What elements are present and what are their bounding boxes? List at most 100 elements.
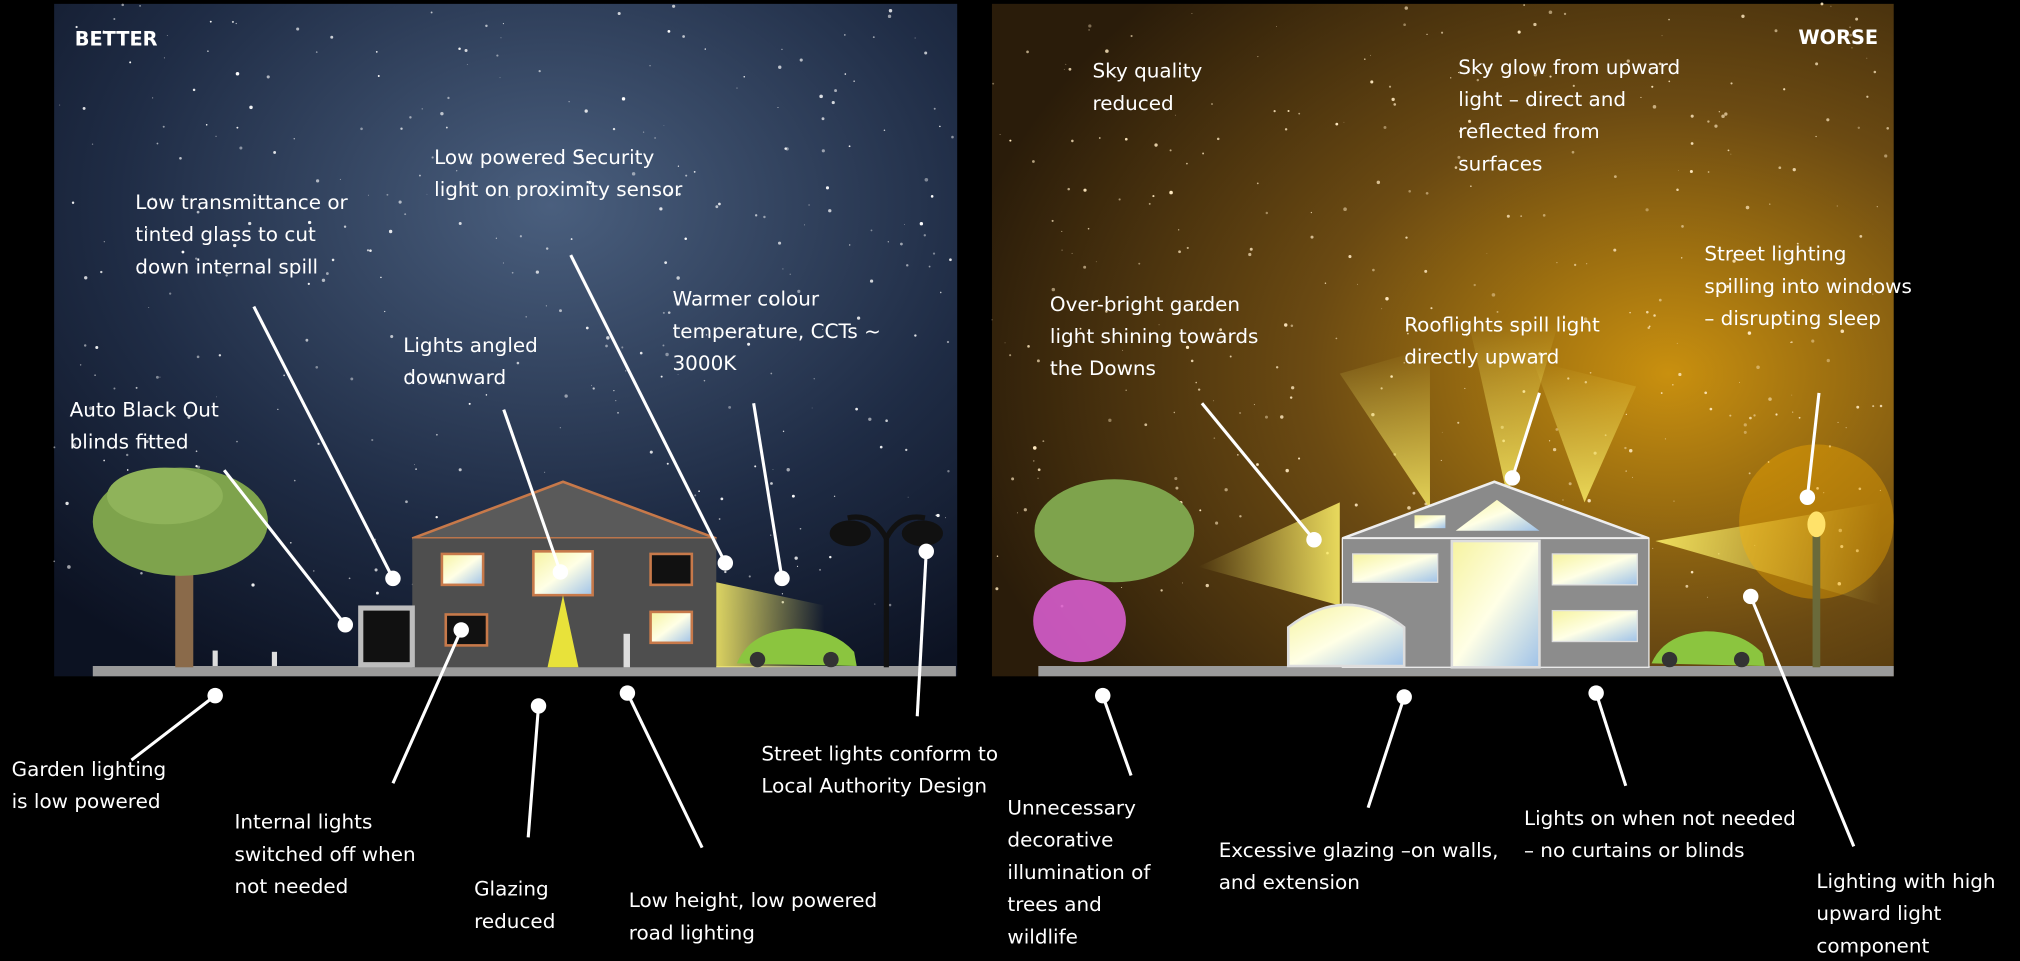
star — [1858, 487, 1862, 491]
star — [1690, 570, 1694, 574]
star — [145, 228, 148, 231]
star — [89, 406, 93, 411]
star — [995, 587, 999, 591]
star — [1441, 431, 1443, 433]
annotation-text: Low height, low powered — [629, 888, 878, 912]
star — [1830, 5, 1832, 7]
star — [196, 210, 200, 214]
star — [1815, 62, 1819, 66]
leader-line — [222, 469, 347, 626]
star — [1836, 205, 1838, 207]
star — [1645, 208, 1649, 212]
star — [1857, 126, 1860, 129]
star — [1726, 285, 1730, 289]
star — [170, 412, 172, 414]
star — [1372, 268, 1375, 272]
star — [236, 440, 238, 443]
star — [770, 534, 772, 536]
star — [1011, 477, 1015, 481]
star — [1190, 359, 1194, 363]
star — [677, 373, 679, 375]
star — [466, 64, 468, 65]
leader-dot — [453, 622, 469, 638]
annotation-text: down internal spill — [135, 254, 318, 278]
star — [870, 229, 873, 232]
star — [1677, 170, 1679, 172]
star — [386, 193, 389, 196]
annotation-text: reduced — [474, 909, 555, 933]
star — [887, 241, 889, 243]
leader-dot — [1504, 470, 1521, 486]
star — [1747, 331, 1752, 335]
star — [1393, 103, 1397, 106]
star — [868, 417, 872, 421]
star — [369, 249, 372, 252]
star — [1219, 328, 1223, 332]
star — [1668, 80, 1671, 83]
star — [1191, 12, 1193, 14]
star — [1533, 22, 1537, 27]
star — [1646, 310, 1649, 314]
star — [152, 97, 154, 99]
star — [665, 352, 669, 357]
star — [667, 311, 671, 314]
star — [236, 126, 239, 129]
star — [1122, 349, 1124, 351]
star — [205, 124, 208, 126]
star — [145, 440, 149, 444]
star — [1175, 486, 1179, 490]
star — [1690, 142, 1694, 145]
star — [409, 116, 412, 119]
star — [1676, 188, 1679, 192]
star — [1792, 168, 1796, 172]
annotation-text: Sky glow from upward — [1458, 55, 1680, 79]
star — [1185, 345, 1190, 349]
star — [939, 291, 942, 294]
star — [1652, 105, 1657, 109]
star — [782, 268, 784, 270]
star — [1714, 124, 1718, 128]
leader-line — [526, 705, 541, 838]
star — [724, 570, 727, 574]
star — [1237, 454, 1239, 456]
star — [197, 465, 201, 469]
star — [874, 603, 876, 605]
star — [1248, 252, 1252, 257]
star — [693, 170, 696, 173]
star — [1491, 293, 1496, 297]
star — [748, 575, 751, 578]
star — [592, 387, 595, 390]
leader-dot — [530, 698, 547, 714]
annotation-text: trees and — [1007, 892, 1101, 916]
leader-dot — [1306, 532, 1322, 548]
star — [375, 50, 378, 53]
star — [887, 14, 892, 19]
star — [1706, 596, 1708, 598]
star — [672, 4, 676, 8]
star — [591, 384, 592, 386]
star — [1568, 482, 1572, 486]
star — [515, 157, 518, 160]
star — [502, 23, 504, 25]
star — [778, 65, 782, 69]
star — [685, 174, 688, 177]
star — [1625, 413, 1627, 416]
star — [570, 238, 573, 240]
star — [1407, 506, 1411, 510]
star — [885, 419, 888, 423]
star — [1647, 326, 1650, 330]
star — [834, 89, 837, 93]
star — [509, 196, 511, 198]
star — [1468, 119, 1472, 123]
star — [552, 191, 554, 193]
star — [1160, 589, 1163, 592]
leader-line — [1101, 695, 1133, 777]
star — [1856, 405, 1860, 409]
star — [1051, 287, 1056, 292]
star — [1324, 282, 1327, 284]
star — [1555, 428, 1559, 431]
star — [293, 138, 295, 140]
star — [366, 249, 370, 252]
star — [924, 178, 929, 182]
star — [1285, 468, 1289, 473]
